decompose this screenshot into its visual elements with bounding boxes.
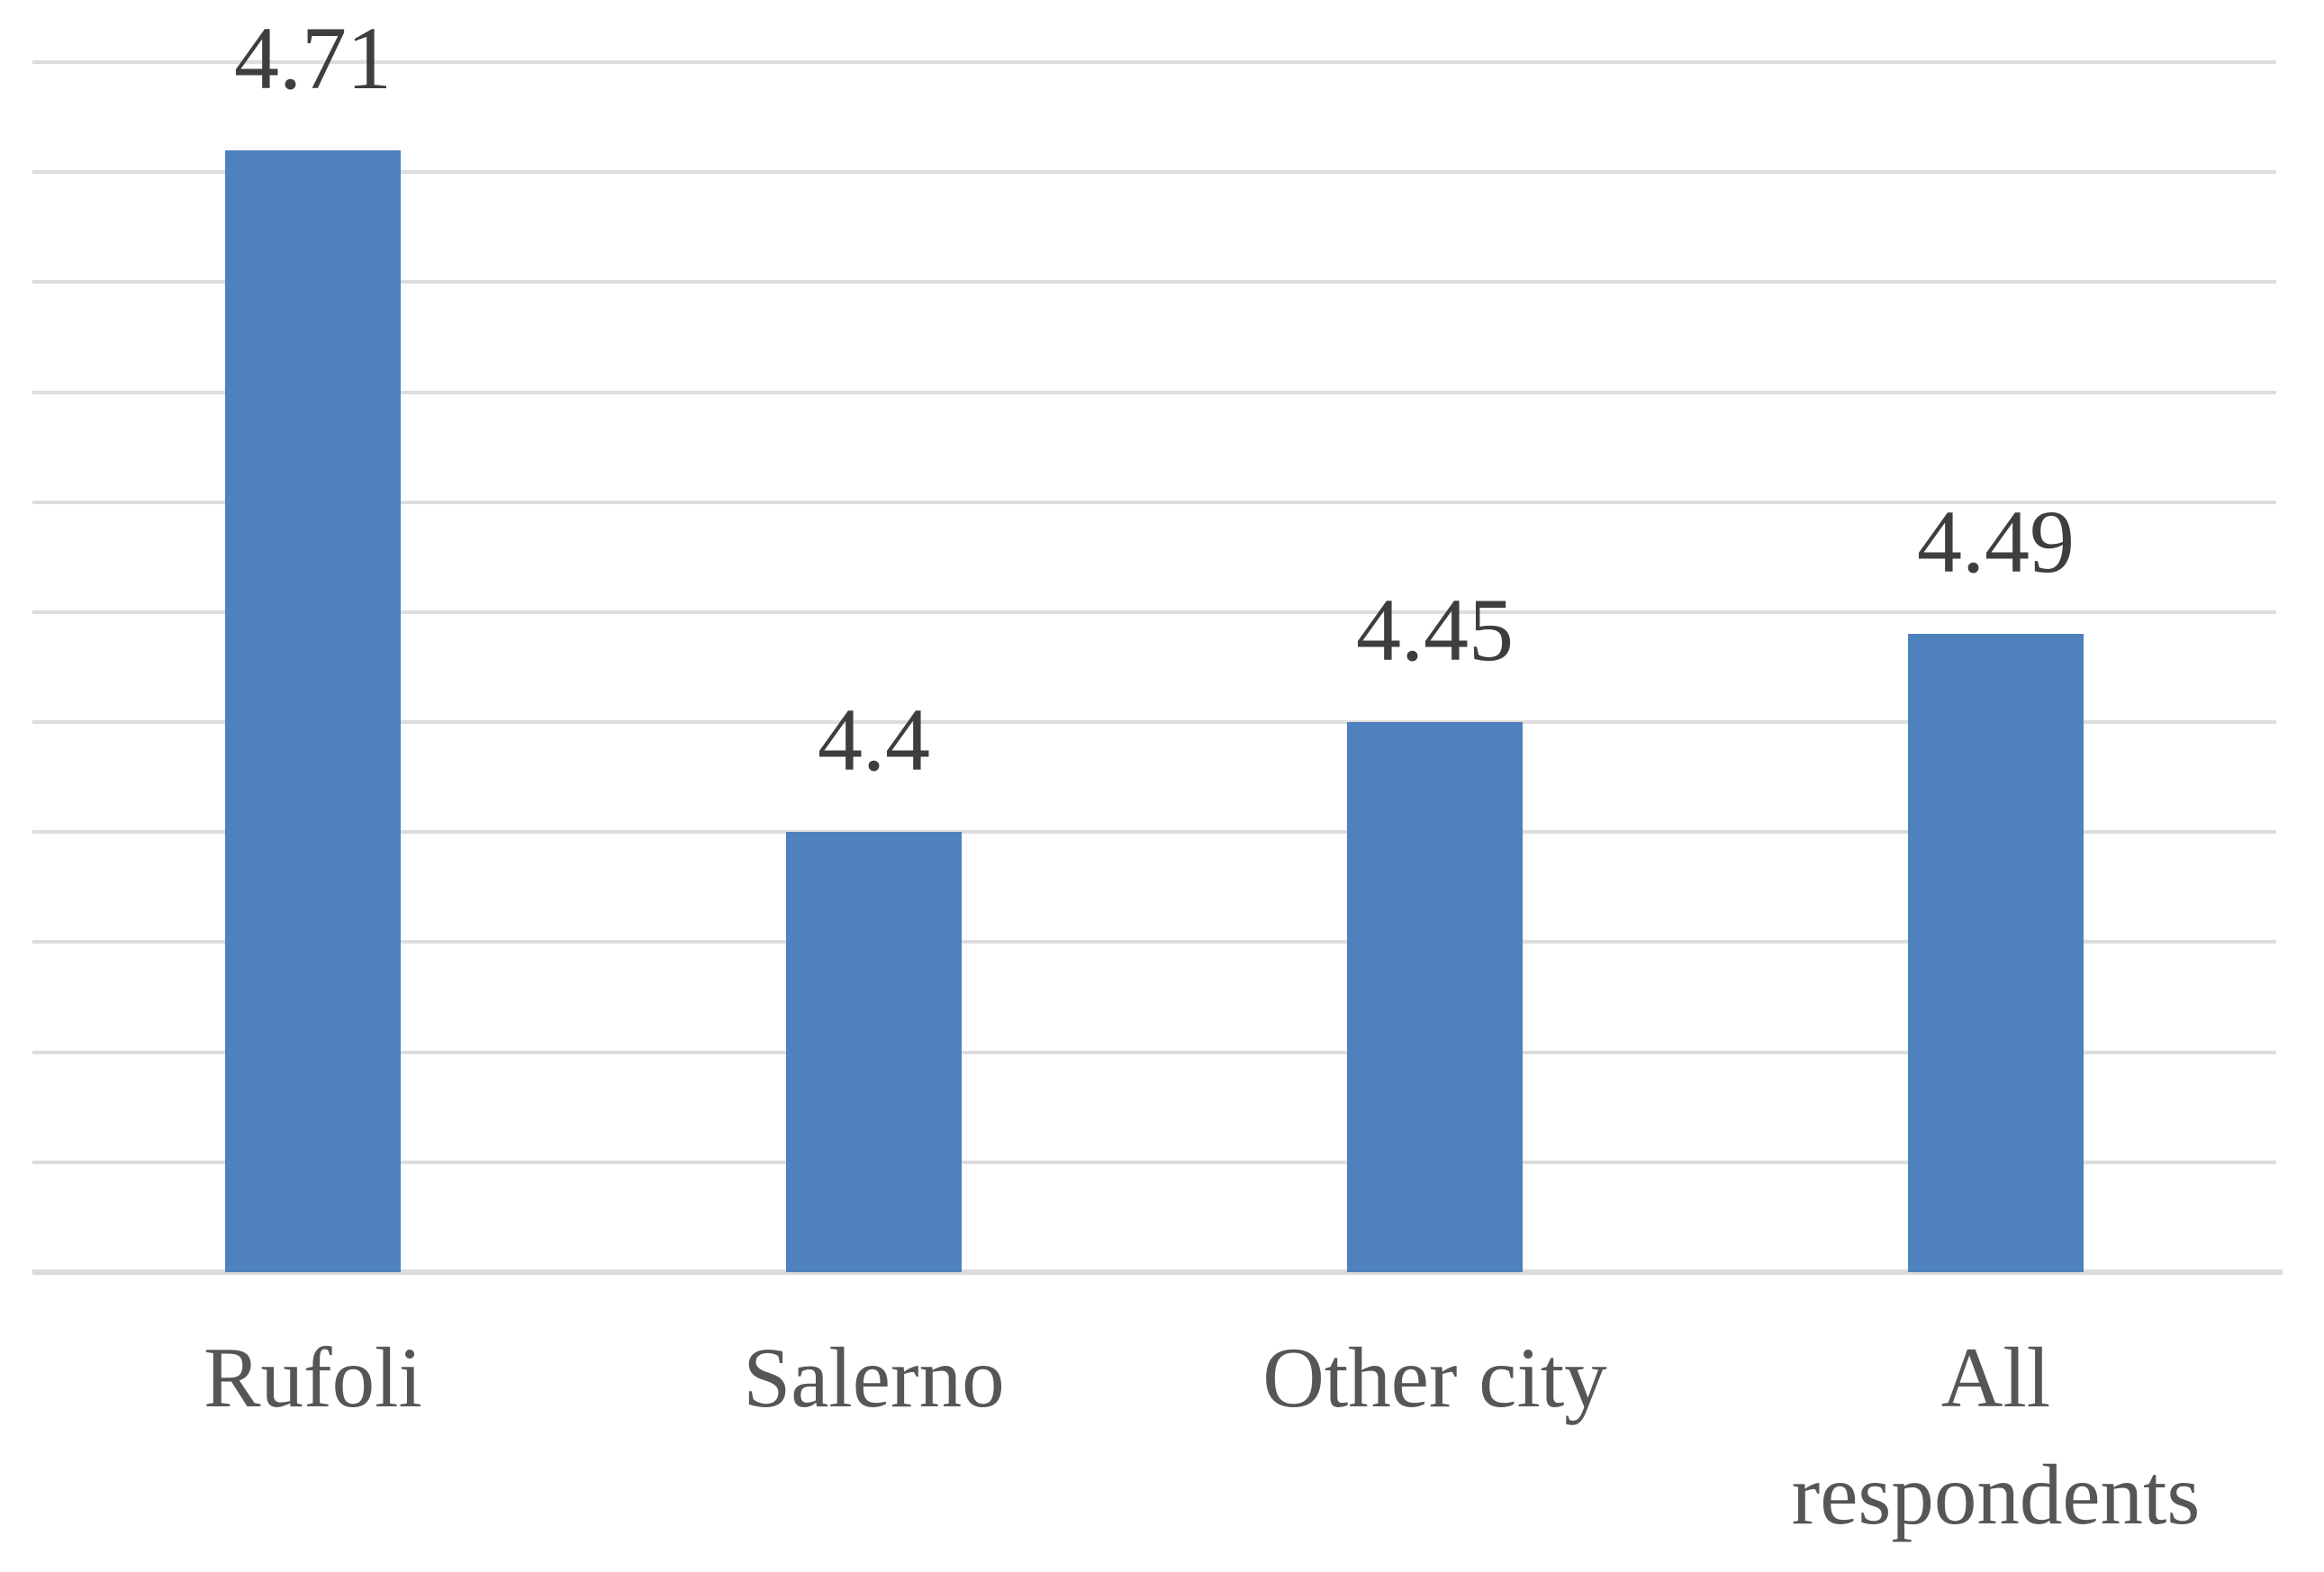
bar-salerno — [786, 832, 962, 1272]
category-label-other-city: Other city — [1262, 1330, 1607, 1425]
gridline — [32, 940, 2276, 944]
value-label-all-respondents: 4.49 — [1917, 492, 2075, 592]
category-label-all-respondents: All respondents — [1791, 1330, 2201, 1542]
gridline — [32, 720, 2276, 725]
value-label-salerno: 4.4 — [818, 690, 930, 791]
gridline — [32, 830, 2276, 835]
bar-other-city — [1347, 722, 1523, 1272]
x-axis-line — [32, 1269, 2283, 1275]
bar-rufoli — [225, 149, 401, 1272]
gridline — [32, 1160, 2276, 1164]
gridline — [32, 1050, 2276, 1054]
category-label-rufoli: Rufoli — [203, 1330, 422, 1425]
gridline — [32, 390, 2276, 394]
gridline — [32, 500, 2276, 504]
value-label-rufoli: 4.71 — [234, 7, 392, 108]
value-label-other-city: 4.45 — [1356, 580, 1514, 681]
gridline — [32, 280, 2276, 285]
gridline — [32, 170, 2276, 175]
bar-all-respondents — [1908, 634, 2084, 1272]
gridline — [32, 610, 2276, 614]
gridline — [32, 60, 2276, 64]
category-label-salerno: Salerno — [743, 1330, 1005, 1425]
